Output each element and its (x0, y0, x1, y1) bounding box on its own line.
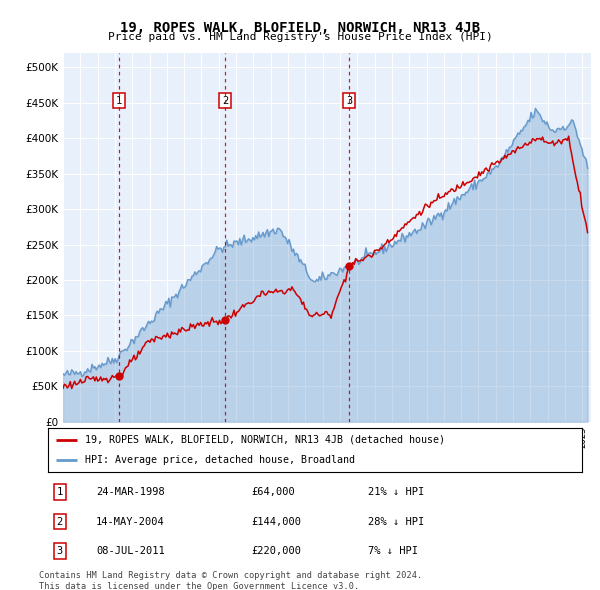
Text: Price paid vs. HM Land Registry's House Price Index (HPI): Price paid vs. HM Land Registry's House … (107, 32, 493, 42)
Text: 1: 1 (56, 487, 63, 497)
Text: 2: 2 (56, 517, 63, 526)
Text: 3: 3 (56, 546, 63, 556)
Text: 19, ROPES WALK, BLOFIELD, NORWICH, NR13 4JB (detached house): 19, ROPES WALK, BLOFIELD, NORWICH, NR13 … (85, 435, 445, 445)
Text: £144,000: £144,000 (251, 517, 301, 526)
Text: £220,000: £220,000 (251, 546, 301, 556)
Text: £64,000: £64,000 (251, 487, 295, 497)
Text: 3: 3 (346, 96, 352, 106)
Text: 1: 1 (116, 96, 122, 106)
Text: HPI: Average price, detached house, Broadland: HPI: Average price, detached house, Broa… (85, 455, 355, 465)
Text: 28% ↓ HPI: 28% ↓ HPI (368, 517, 425, 526)
Text: 7% ↓ HPI: 7% ↓ HPI (368, 546, 418, 556)
Text: 2: 2 (222, 96, 229, 106)
Text: 19, ROPES WALK, BLOFIELD, NORWICH, NR13 4JB: 19, ROPES WALK, BLOFIELD, NORWICH, NR13 … (120, 21, 480, 35)
Text: 08-JUL-2011: 08-JUL-2011 (96, 546, 165, 556)
Text: 21% ↓ HPI: 21% ↓ HPI (368, 487, 425, 497)
Text: 24-MAR-1998: 24-MAR-1998 (96, 487, 165, 497)
Text: 14-MAY-2004: 14-MAY-2004 (96, 517, 165, 526)
Text: Contains HM Land Registry data © Crown copyright and database right 2024.
This d: Contains HM Land Registry data © Crown c… (39, 571, 422, 590)
